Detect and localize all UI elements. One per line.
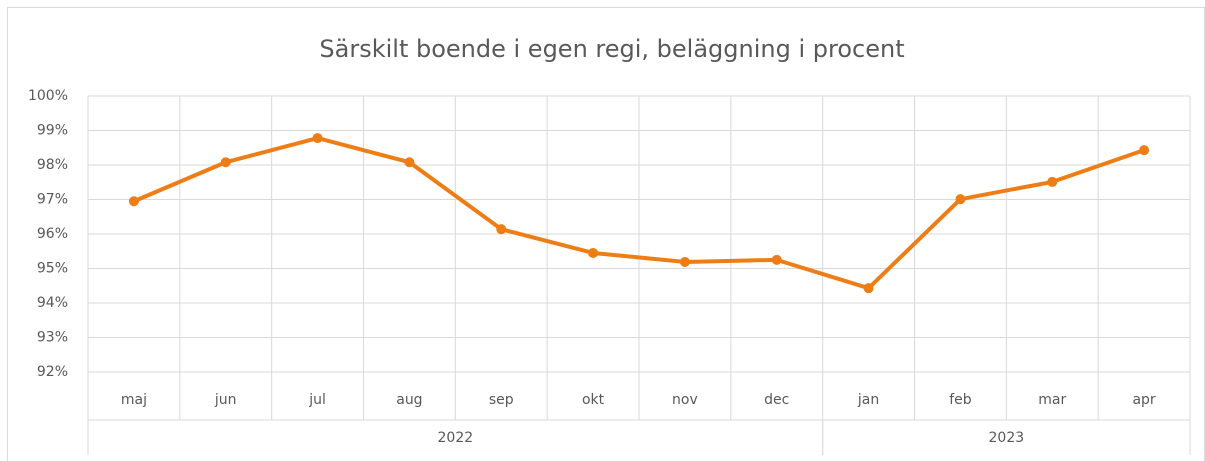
x-tick-label: mar: [1038, 392, 1066, 408]
data-point: [1139, 145, 1150, 156]
data-point: [312, 133, 323, 144]
data-point: [1047, 176, 1058, 187]
data-point: [220, 157, 231, 168]
x-tick-label: sep: [489, 392, 514, 408]
data-point: [679, 256, 690, 267]
x-tick-label: aug: [396, 392, 422, 408]
y-tick-label: 98%: [37, 157, 68, 173]
y-tick-label: 95%: [37, 261, 68, 277]
x-tick-label: okt: [582, 392, 605, 408]
y-tick-label: 94%: [37, 295, 68, 311]
x-tick-label: dec: [764, 392, 789, 408]
x-tick-label: maj: [121, 392, 147, 408]
data-point: [955, 194, 966, 205]
data-point: [128, 196, 139, 207]
x-tick-label: feb: [949, 392, 972, 408]
data-point: [588, 247, 599, 258]
x-tick-label: nov: [672, 392, 698, 408]
data-point: [771, 254, 782, 265]
data-point: [496, 224, 507, 235]
y-tick-label: 97%: [37, 192, 68, 208]
group-label: 2023: [989, 430, 1025, 446]
y-tick-label: 100%: [28, 88, 68, 104]
x-tick-label: jul: [308, 392, 326, 408]
group-label: 2022: [438, 430, 474, 446]
x-tick-label: jan: [857, 392, 879, 408]
data-point: [863, 283, 874, 294]
chart-title: Särskilt boende i egen regi, beläggning …: [319, 35, 904, 63]
y-tick-label: 96%: [37, 226, 68, 242]
y-tick-label: 92%: [37, 364, 68, 380]
line-series: [133, 136, 1145, 291]
y-tick-label: 99%: [37, 123, 68, 139]
data-point: [404, 157, 415, 168]
x-tick-label: apr: [1132, 392, 1155, 408]
x-tick-label: jun: [214, 392, 237, 408]
y-tick-label: 93%: [37, 330, 68, 346]
